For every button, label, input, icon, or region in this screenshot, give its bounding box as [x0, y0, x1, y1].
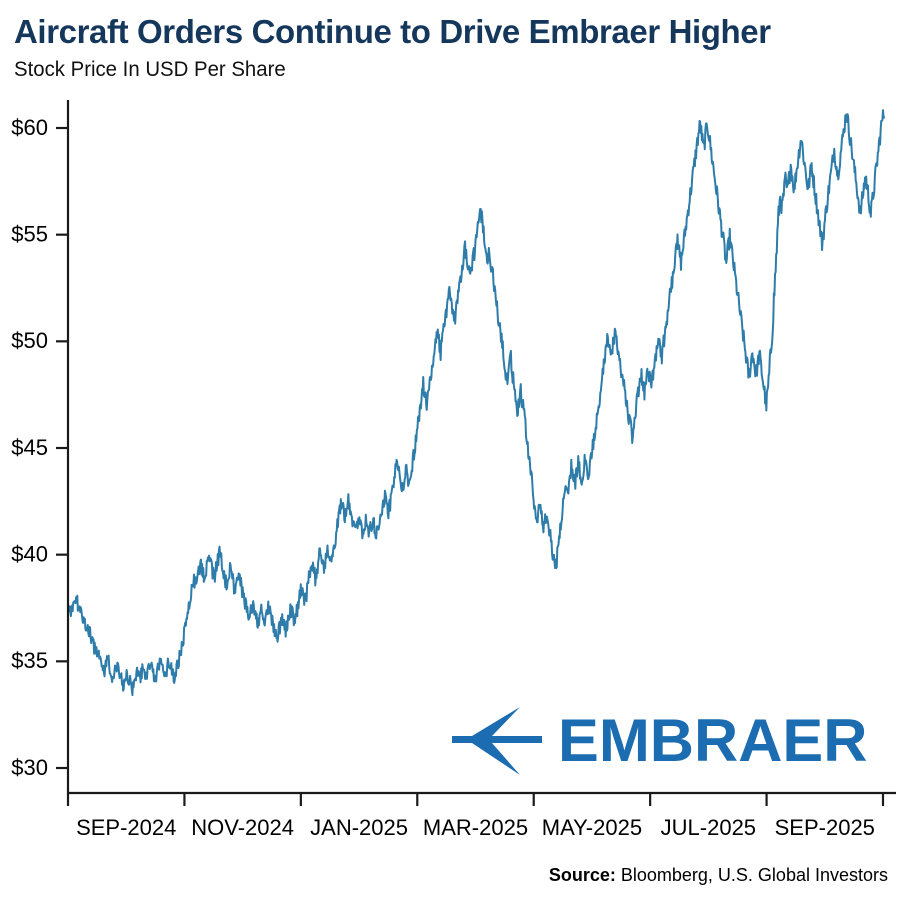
chart-subtitle: Stock Price In USD Per Share: [14, 58, 286, 81]
x-tick-label: JUL-2025: [661, 815, 756, 840]
y-tick-label: $45: [11, 435, 48, 460]
price-line: [67, 109, 886, 697]
embraer-wordmark: EMBRAER: [558, 707, 868, 774]
y-axis: $30 $35 $40 $45 $50 $55 $60: [11, 115, 68, 780]
y-tick-label: $55: [11, 221, 48, 246]
y-tick-label: $35: [11, 648, 48, 673]
y-tick-label: $40: [11, 541, 48, 566]
embraer-arrow-aircraft-icon: [452, 707, 542, 775]
source-label: Source:: [548, 865, 616, 885]
source-text: Bloomberg, U.S. Global Investors: [615, 865, 888, 885]
x-tick-label: NOV-2024: [191, 815, 294, 840]
embraer-logo: EMBRAER: [452, 702, 892, 780]
x-axis: SEP-2024 NOV-2024 JAN-2025 MAR-2025 MAY-2025…: [66, 793, 885, 840]
x-tick-label: MAY-2025: [542, 815, 642, 840]
x-tick-label: MAR-2025: [423, 815, 528, 840]
x-tick-label: JAN-2025: [310, 815, 408, 840]
source-note: Source: Bloomberg, U.S. Global Investors: [549, 865, 888, 886]
y-tick-label: $50: [11, 328, 48, 353]
page-title: Aircraft Orders Continue to Drive Embrae…: [14, 14, 771, 51]
price-series: [67, 109, 886, 697]
y-tick-label: $60: [11, 115, 48, 140]
y-tick-label: $30: [11, 755, 48, 780]
x-tick-label: SEP-2024: [76, 815, 176, 840]
x-tick-label: SEP-2025: [775, 815, 875, 840]
